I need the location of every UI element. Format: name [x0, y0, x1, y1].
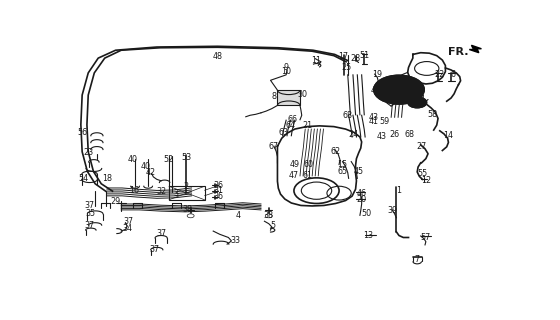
Text: 66: 66 — [287, 115, 297, 124]
Text: 22: 22 — [435, 70, 445, 79]
Text: 17: 17 — [338, 52, 348, 61]
Text: 2: 2 — [184, 182, 189, 191]
Text: 25: 25 — [342, 63, 352, 72]
Text: 37: 37 — [150, 244, 160, 253]
Text: 58: 58 — [427, 110, 437, 119]
Text: 28: 28 — [351, 54, 361, 63]
Text: 35: 35 — [86, 209, 96, 218]
Text: 42: 42 — [145, 168, 155, 177]
Text: 40: 40 — [128, 155, 138, 164]
Text: 41: 41 — [369, 117, 379, 126]
Bar — [169, 186, 204, 200]
Text: 63: 63 — [278, 128, 288, 137]
Text: 5: 5 — [270, 221, 276, 230]
Text: 23: 23 — [83, 148, 94, 157]
Text: 39: 39 — [387, 206, 397, 215]
Text: 24: 24 — [416, 95, 426, 104]
Text: 37: 37 — [85, 202, 95, 211]
Text: 64: 64 — [286, 121, 296, 130]
Text: 37: 37 — [124, 218, 134, 227]
Text: 55: 55 — [417, 169, 427, 178]
Text: 14: 14 — [444, 131, 454, 140]
Text: 20: 20 — [357, 195, 367, 204]
Text: 36: 36 — [213, 180, 223, 189]
Text: 61: 61 — [303, 172, 313, 180]
Text: 60: 60 — [304, 160, 314, 169]
Text: 37: 37 — [85, 221, 95, 230]
Text: 18: 18 — [102, 174, 112, 183]
Text: 49: 49 — [290, 160, 300, 169]
Text: 7: 7 — [414, 255, 420, 264]
Text: 10: 10 — [281, 67, 291, 76]
Text: 43: 43 — [377, 132, 386, 141]
Text: 59: 59 — [380, 117, 390, 126]
Text: 68: 68 — [404, 130, 414, 139]
Text: 44: 44 — [371, 86, 381, 95]
Text: 47: 47 — [288, 172, 298, 180]
Text: 54: 54 — [78, 174, 88, 183]
Text: 19: 19 — [372, 70, 382, 79]
Text: 65: 65 — [338, 167, 348, 176]
Text: 40: 40 — [141, 162, 151, 171]
Text: 9: 9 — [283, 63, 289, 72]
Polygon shape — [469, 45, 482, 53]
Text: 68: 68 — [343, 111, 353, 120]
Text: 52: 52 — [164, 155, 174, 164]
Text: FR.: FR. — [449, 47, 469, 57]
Text: 13: 13 — [363, 231, 374, 240]
Text: 56: 56 — [77, 128, 87, 137]
Text: 6: 6 — [450, 70, 455, 79]
Text: 24: 24 — [348, 130, 358, 139]
Text: 8: 8 — [272, 92, 277, 101]
Text: 38: 38 — [264, 211, 274, 220]
Text: 21: 21 — [303, 121, 313, 130]
Text: 4: 4 — [236, 211, 241, 220]
Bar — [277, 90, 300, 105]
Text: 15: 15 — [338, 160, 348, 169]
Text: 67: 67 — [268, 142, 278, 151]
Text: 33: 33 — [231, 236, 241, 245]
Circle shape — [408, 97, 427, 108]
Text: 48: 48 — [213, 52, 222, 61]
Text: 27: 27 — [417, 142, 427, 151]
Text: 36: 36 — [213, 192, 223, 201]
Text: 53: 53 — [181, 153, 192, 162]
Text: 16: 16 — [129, 186, 139, 195]
Text: 29: 29 — [110, 196, 121, 205]
Text: 1: 1 — [396, 186, 402, 195]
Circle shape — [374, 75, 424, 104]
Text: 38: 38 — [182, 205, 192, 214]
Text: 51: 51 — [359, 51, 369, 60]
Text: 46: 46 — [357, 188, 367, 198]
Text: 37: 37 — [156, 228, 166, 237]
Text: 3: 3 — [173, 189, 178, 198]
Text: 26: 26 — [390, 130, 400, 139]
Text: 12: 12 — [421, 176, 431, 185]
Text: 11: 11 — [311, 56, 321, 65]
Text: 62: 62 — [330, 147, 340, 156]
Text: 30: 30 — [297, 90, 307, 99]
Text: 34: 34 — [122, 224, 132, 233]
Text: 43: 43 — [369, 113, 379, 122]
Text: 32: 32 — [156, 187, 166, 196]
Text: 50: 50 — [361, 209, 371, 218]
Text: 57: 57 — [420, 233, 430, 242]
Text: 31: 31 — [213, 186, 223, 195]
Text: 45: 45 — [353, 167, 363, 176]
